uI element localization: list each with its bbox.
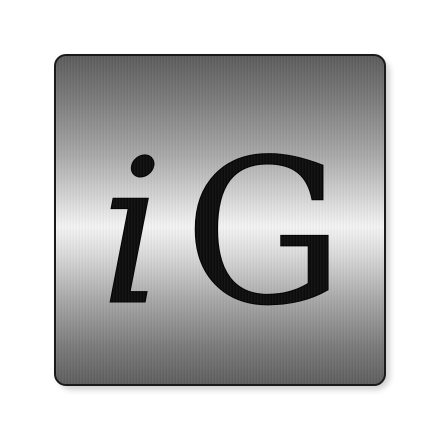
- logo-glyphs: i G: [56, 56, 384, 384]
- logo-letter-g: G: [184, 117, 344, 350]
- logo-svg: i G: [100, 117, 345, 351]
- ig-logo-icon: i G: [54, 54, 386, 386]
- logo-letter-i: i: [100, 117, 164, 350]
